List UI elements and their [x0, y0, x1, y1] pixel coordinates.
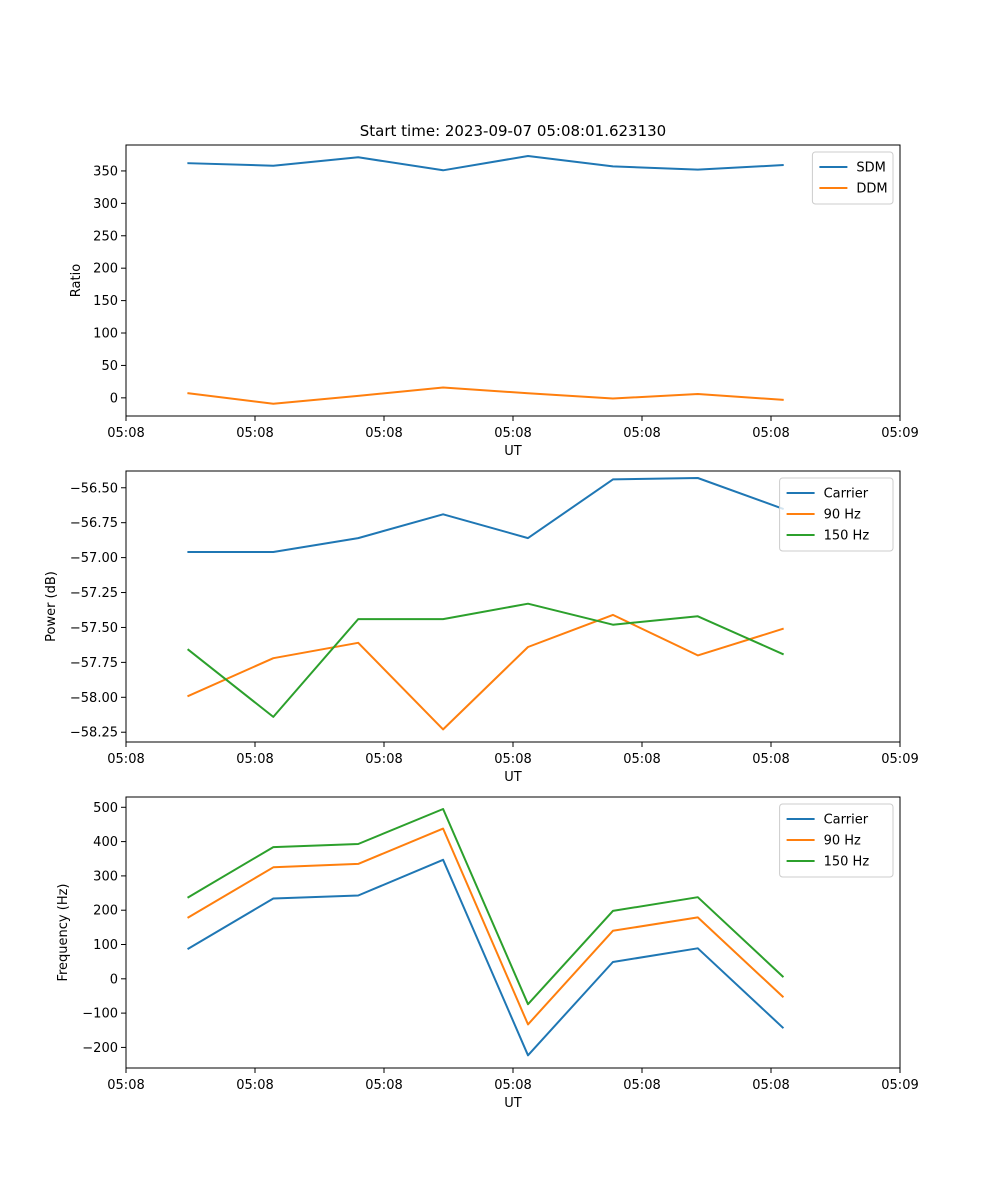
y-axis-label: Ratio — [69, 264, 84, 297]
legend: Carrier 90 Hz 150 Hz — [779, 477, 894, 552]
x-tick-label: 05:08 — [365, 426, 402, 441]
legend-label: 90 Hz — [824, 508, 861, 523]
x-tick-label: 05:09 — [881, 752, 918, 767]
series-group — [187, 808, 785, 1057]
y-tick-label: 100 — [93, 327, 118, 342]
panel-1: 05:08 05:08 05:08 05:08 05:08 05:08 05:09 0 50 10… — [69, 144, 919, 459]
y-axis-label: Power (dB) — [44, 571, 59, 642]
y-axis-label: Frequency (Hz) — [56, 883, 71, 981]
y-tick-label: −56.50 — [70, 481, 118, 496]
legend-label: 150 Hz — [824, 529, 870, 544]
x-tick-label: 05:08 — [494, 1078, 531, 1093]
x-tick-label: 05:08 — [365, 1078, 402, 1093]
y-tick-label: 0 — [110, 972, 118, 987]
y-tick-label: 250 — [93, 229, 118, 244]
x-tick-label: 05:08 — [752, 426, 789, 441]
legend: Carrier 90 Hz 150 Hz — [779, 803, 894, 878]
x-axis-label: UT — [504, 770, 522, 785]
x-tick-label: 05:08 — [623, 752, 660, 767]
chart-title: Start time: 2023-09-07 05:08:01.623130 — [360, 122, 666, 140]
y-tick-label: −57.25 — [70, 586, 118, 601]
panels: 05:08 05:08 05:08 05:08 05:08 05:08 05:09 0 50 10… — [44, 144, 919, 1111]
panel-3: 05:08 05:08 05:08 05:08 05:08 05:08 05:09 −200 −… — [56, 796, 919, 1111]
y-tick-label: 200 — [93, 262, 118, 277]
series-line-sdm — [187, 155, 784, 172]
legend-label: DDM — [856, 182, 887, 197]
series-group — [186, 477, 785, 731]
series-line-carrier — [187, 477, 784, 553]
y-tick-label: 300 — [93, 197, 118, 212]
x-tick-label: 05:08 — [752, 752, 789, 767]
legend-label: Carrier — [824, 813, 869, 828]
y-tick-label: 500 — [93, 801, 118, 816]
legend-box — [811, 151, 894, 205]
y-tick-label: −200 — [82, 1041, 118, 1056]
legend-label: SDM — [856, 161, 885, 176]
series-line-150-hz — [186, 602, 785, 718]
x-axis-label: UT — [504, 444, 522, 459]
x-tick-label: 05:08 — [107, 426, 144, 441]
legend: SDM DDM — [811, 151, 894, 205]
y-tick-label: 50 — [101, 359, 118, 374]
x-tick-label: 05:08 — [107, 1078, 144, 1093]
y-tick-label: −56.75 — [70, 516, 118, 531]
y-tick-label: −58.25 — [70, 726, 118, 741]
y-tick-label: 150 — [93, 294, 118, 309]
y-tick-label: −57.50 — [70, 621, 118, 636]
series-line-carrier — [187, 858, 785, 1057]
x-tick-label: 05:08 — [365, 752, 402, 767]
y-tick-label: 400 — [93, 835, 118, 850]
x-tick-label: 05:08 — [623, 426, 660, 441]
x-axis-label: UT — [504, 1096, 522, 1111]
x-tick-label: 05:08 — [236, 1078, 273, 1093]
y-tick-label: 100 — [93, 938, 118, 953]
x-tick-label: 05:08 — [494, 426, 531, 441]
y-tick-label: 350 — [93, 164, 118, 179]
y-tick-label: 300 — [93, 869, 118, 884]
panel-2: 05:08 05:08 05:08 05:08 05:08 05:08 05:09 −58.2… — [44, 470, 919, 785]
series-group — [187, 155, 784, 405]
x-tick-label: 05:08 — [494, 752, 531, 767]
legend-label: Carrier — [824, 487, 869, 502]
x-tick-label: 05:09 — [881, 426, 918, 441]
y-tick-label: 0 — [110, 391, 118, 406]
x-tick-label: 05:08 — [107, 752, 144, 767]
legend-box — [779, 477, 894, 552]
y-tick-label: −57.00 — [70, 551, 118, 566]
series-line-150-hz — [187, 808, 785, 1006]
y-tick-label: −58.00 — [70, 691, 118, 706]
legend-label: 150 Hz — [824, 855, 870, 870]
x-tick-label: 05:08 — [236, 426, 273, 441]
x-tick-label: 05:08 — [236, 752, 273, 767]
legend-box — [779, 803, 894, 878]
y-tick-label: −100 — [82, 1007, 118, 1022]
x-tick-label: 05:08 — [752, 1078, 789, 1093]
series-line-90-hz — [187, 827, 785, 1026]
x-tick-label: 05:08 — [623, 1078, 660, 1093]
y-tick-label: 200 — [93, 904, 118, 919]
series-line-90-hz — [187, 613, 784, 731]
x-tick-label: 05:09 — [881, 1078, 918, 1093]
series-line-ddm — [187, 386, 784, 405]
y-tick-label: −57.75 — [70, 656, 118, 671]
legend-label: 90 Hz — [824, 834, 861, 849]
